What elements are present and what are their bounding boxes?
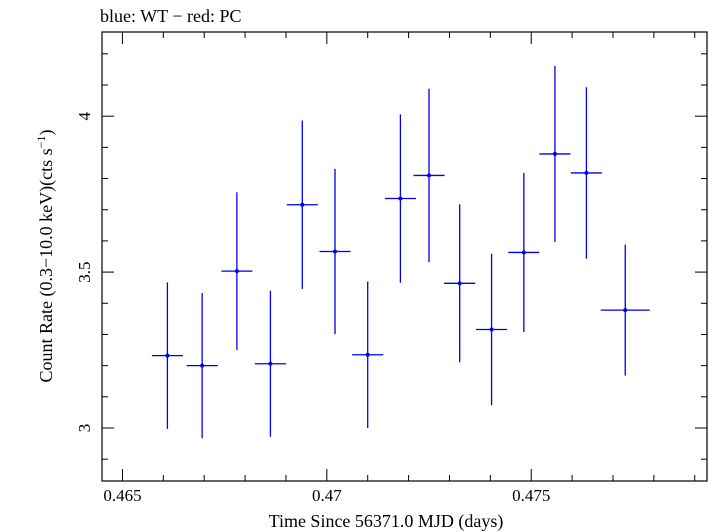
data-marks (151, 65, 650, 439)
point-marker (398, 196, 403, 201)
data-point (600, 244, 650, 376)
y-axis-label-end: ) (36, 130, 57, 136)
y-axis-label: Count Rate (0.3−10.0 keV)(cts s−1) (34, 130, 57, 383)
axis-ticks (102, 32, 707, 481)
x-tick-label: 0.47 (312, 486, 342, 505)
point-marker (457, 281, 462, 286)
data-point (476, 253, 508, 406)
point-marker (234, 269, 239, 274)
data-point (539, 65, 571, 242)
data-point (508, 172, 540, 332)
data-point (186, 292, 218, 439)
y-tick-label: 3.5 (75, 261, 94, 282)
point-marker (427, 173, 432, 178)
data-point (151, 282, 183, 429)
x-tick-label: 0.465 (103, 486, 141, 505)
data-point (413, 88, 445, 263)
axis-tick-labels: 0.465 0.47 0.475 3 3.5 4 (75, 111, 550, 505)
data-point (444, 204, 476, 363)
point-marker (165, 353, 170, 358)
point-marker (552, 151, 557, 156)
point-marker (584, 170, 589, 175)
point-marker (489, 327, 494, 332)
data-point (570, 87, 602, 259)
data-point (221, 192, 253, 351)
point-marker (268, 361, 273, 366)
point-marker (300, 202, 305, 207)
data-point (286, 120, 318, 289)
plot-frame (101, 31, 708, 482)
point-marker (333, 249, 338, 254)
data-point (254, 290, 286, 437)
x-tick-label: 0.475 (512, 486, 550, 505)
point-marker (365, 352, 370, 357)
chart-title: blue: WT − red: PC (100, 6, 241, 26)
y-axis-label-main: Count Rate (0.3−10.0 keV)(cts s (36, 148, 57, 382)
point-marker (623, 308, 628, 313)
point-marker (200, 363, 205, 368)
y-tick-label: 3 (75, 424, 94, 433)
point-marker (521, 250, 526, 255)
x-axis-label: Time Since 56371.0 MJD (days) (269, 511, 504, 532)
data-point (352, 281, 384, 428)
data-point (319, 168, 351, 335)
y-axis-label-sup: −1 (34, 136, 48, 149)
y-tick-label: 4 (75, 111, 94, 120)
data-point (384, 114, 416, 283)
